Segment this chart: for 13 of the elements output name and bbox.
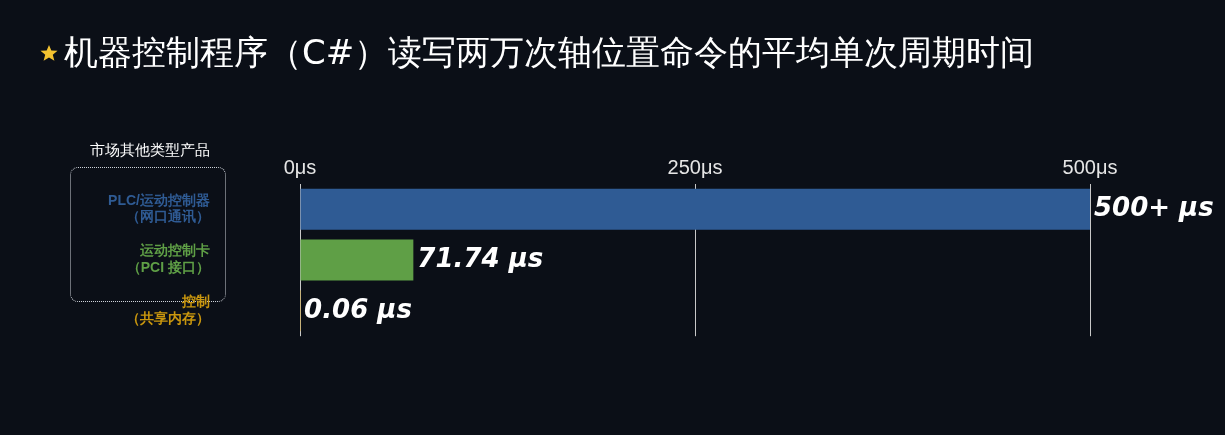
- data-label: 0.06 μs: [304, 293, 412, 324]
- data-label: 500+ μs: [1094, 191, 1214, 222]
- text: 市场其他类型产品: [90, 140, 210, 159]
- y-tick-label: 运动控制卡（PCI 接口）: [126, 242, 210, 276]
- bar: [300, 239, 414, 281]
- bar: [300, 188, 1090, 230]
- y-tick-label: PLC/运动控制器（网口通讯）: [108, 191, 210, 225]
- x-tick-label: 500μs: [1062, 156, 1118, 179]
- data-label: 71.74 μs: [417, 242, 544, 273]
- y-tick-label: 控制（共享内存）: [126, 293, 210, 327]
- x-tick-label: 0μs: [283, 156, 317, 179]
- chart-title: 机器控制程序（C#）读写两万次轴位置命令的平均单次周期时间: [64, 31, 1035, 74]
- x-tick-label: 250μs: [667, 156, 723, 179]
